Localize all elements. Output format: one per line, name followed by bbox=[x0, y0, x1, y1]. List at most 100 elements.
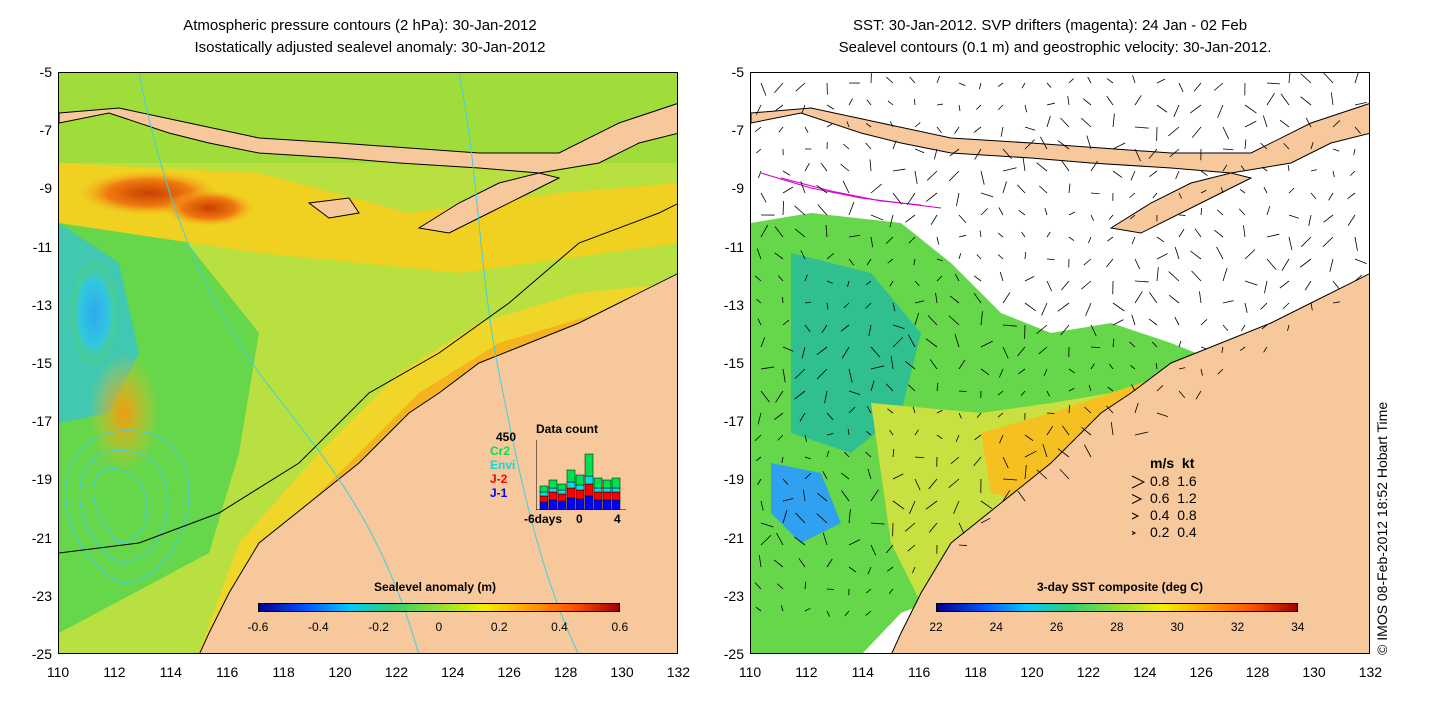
velocity-arrow bbox=[804, 274, 808, 282]
velocity-arrow bbox=[1046, 115, 1051, 128]
velocity-arrow bbox=[795, 512, 806, 524]
velocity-arrow bbox=[866, 99, 872, 106]
velocity-arrow bbox=[1243, 225, 1246, 238]
velocity-arrow bbox=[892, 324, 905, 330]
velocity-arrow bbox=[843, 143, 850, 150]
y-tick-label: -21 bbox=[723, 529, 744, 546]
velocity-arrow bbox=[760, 534, 772, 546]
velocity-arrow bbox=[782, 478, 789, 485]
velocity-arrow bbox=[885, 544, 894, 554]
velocity-arrow bbox=[1085, 302, 1092, 317]
velocity-arrow bbox=[958, 522, 965, 534]
velocity-arrow bbox=[1173, 104, 1180, 118]
velocity-arrow bbox=[1151, 341, 1158, 348]
velocity-arrow bbox=[848, 234, 861, 238]
velocity-arrow bbox=[865, 302, 872, 309]
colorbar-tick-label: 24 bbox=[989, 620, 1003, 634]
velocity-arrow bbox=[976, 254, 982, 260]
velocity-arrow bbox=[1244, 104, 1257, 114]
velocity-arrow bbox=[1020, 390, 1026, 396]
colorbar-tick-label: 0.2 bbox=[490, 620, 508, 634]
australia-land bbox=[199, 273, 677, 653]
velocity-arrow bbox=[973, 456, 982, 467]
velocity-arrow bbox=[1088, 384, 1092, 392]
indonesia-islands-sst bbox=[751, 103, 1369, 174]
velocity-arrow bbox=[1194, 228, 1202, 238]
data-count-title: Data count bbox=[536, 422, 599, 436]
velocity-arrow bbox=[1310, 169, 1317, 172]
y-tick-label: -25 bbox=[31, 646, 52, 662]
velocity-arrow bbox=[1060, 117, 1070, 128]
x-tick-label: 118 bbox=[964, 664, 987, 680]
velocity-arrow bbox=[1024, 276, 1035, 282]
velocity-arrow bbox=[758, 554, 762, 568]
velocity-arrow bbox=[754, 582, 762, 590]
velocity-arrow bbox=[1266, 82, 1280, 85]
x-tick-label: 132 bbox=[666, 664, 691, 680]
velocity-arrow bbox=[1088, 236, 1092, 244]
velocity-arrow bbox=[1239, 346, 1246, 352]
data-count-bar bbox=[548, 491, 558, 501]
velocity-arrow bbox=[773, 559, 784, 568]
velocity-arrow bbox=[936, 103, 943, 106]
velocity-arrow bbox=[1068, 404, 1071, 414]
velocity-arrow bbox=[1002, 456, 1009, 469]
velocity-arrow bbox=[756, 298, 762, 304]
velocity-arrow bbox=[1301, 236, 1312, 247]
velocity-arrow bbox=[826, 104, 835, 110]
velocity-arrow bbox=[754, 275, 762, 282]
x-tick-label: 120 bbox=[328, 664, 352, 680]
y-tick-label: -17 bbox=[723, 413, 744, 430]
velocity-arrow bbox=[1131, 384, 1136, 392]
velocity-arrow bbox=[1022, 157, 1026, 172]
y-tick-label: -15 bbox=[723, 355, 744, 371]
velocity-arrow bbox=[997, 232, 1004, 238]
copyright: © IMOS 08-Feb-2012 18:52 Hobart Time bbox=[1374, 401, 1390, 655]
velocity-arrow bbox=[870, 183, 882, 194]
velocity-arrow bbox=[913, 258, 916, 266]
velocity-arrow bbox=[1308, 214, 1312, 226]
data-count-bar bbox=[575, 498, 585, 510]
velocity-arrow bbox=[889, 429, 894, 436]
velocity-arrow bbox=[1156, 385, 1164, 392]
velocity-arrow bbox=[958, 214, 967, 224]
x-tick-label: 130 bbox=[1302, 664, 1326, 680]
data-count-bar bbox=[548, 487, 558, 493]
data-count-bar bbox=[602, 491, 612, 501]
right-colorbar-title: 3-day SST composite (deg C) bbox=[1036, 580, 1204, 594]
velocity-arrow bbox=[865, 451, 872, 458]
colorbar-tick-label: -0.6 bbox=[247, 620, 269, 634]
velocity-arrow bbox=[848, 390, 861, 395]
velocity-arrow bbox=[867, 406, 872, 414]
velocity-arrow bbox=[914, 456, 924, 459]
x-tick-label: 110 bbox=[738, 664, 762, 680]
velocity-arrow bbox=[794, 368, 806, 379]
velocity-arrow bbox=[892, 302, 896, 312]
velocity-arrow bbox=[816, 513, 828, 524]
x-tick-label: 124 bbox=[441, 664, 465, 680]
velocity-arrow bbox=[870, 236, 874, 248]
velocity-arrow bbox=[840, 472, 850, 480]
velocity-legend: m/s kt 0.8 1.6 0.6 1.2 0.4 0.8 0.2 0.4 bbox=[1130, 455, 1240, 545]
velocity-arrow bbox=[914, 98, 916, 106]
velocity-arrow bbox=[1046, 280, 1053, 292]
velocity-arrow bbox=[1130, 170, 1136, 181]
velocity-arrow bbox=[816, 184, 828, 194]
velocity-arrow bbox=[976, 104, 982, 110]
velocity-arrow bbox=[1152, 192, 1158, 199]
velocity-arrow bbox=[804, 301, 812, 304]
velocity-arrow bbox=[844, 451, 850, 458]
pressure-contours bbox=[65, 73, 579, 653]
x-tick-label: 122 bbox=[1076, 664, 1101, 680]
x-tick-label: 126 bbox=[497, 664, 521, 680]
velocity-arrow bbox=[933, 148, 938, 160]
velocity-arrow bbox=[973, 275, 982, 282]
velocity-arrow bbox=[757, 318, 762, 326]
velocity-arrow bbox=[892, 192, 902, 205]
velocity-arrow bbox=[1200, 318, 1208, 326]
velocity-arrow bbox=[1042, 444, 1048, 458]
y-tick-label: -7 bbox=[731, 122, 744, 139]
velocity-arrow bbox=[1244, 280, 1258, 286]
velocity-arrow bbox=[1018, 368, 1026, 375]
right-title-line2: Sealevel contours (0.1 m) and geostrophi… bbox=[838, 39, 1272, 56]
